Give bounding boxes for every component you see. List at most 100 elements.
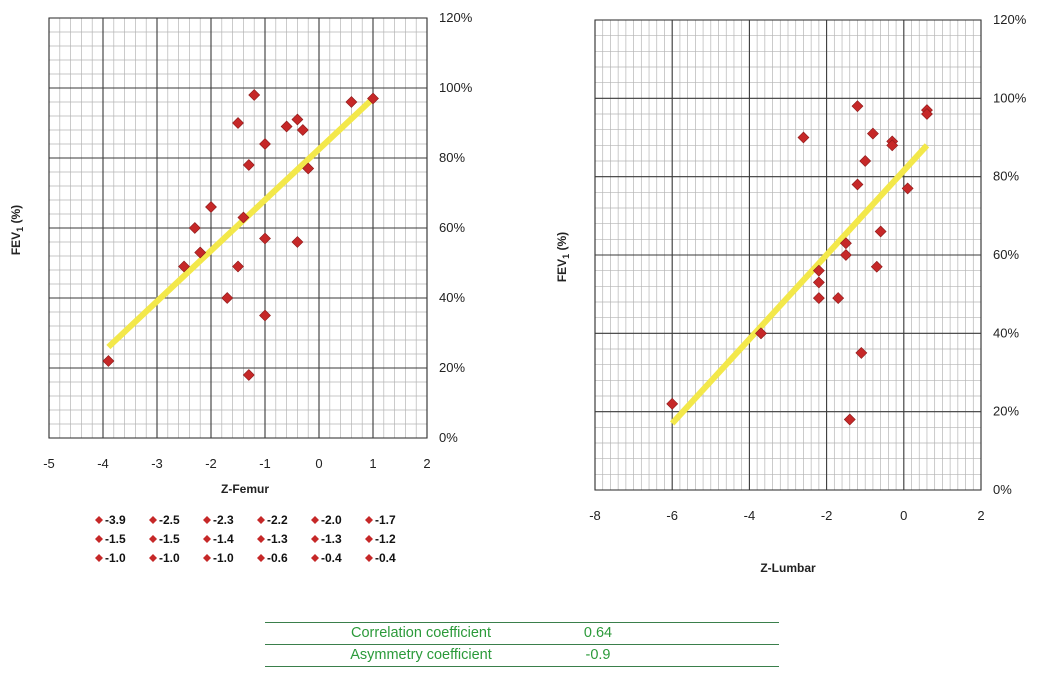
data-point: [855, 346, 868, 359]
statistics-table: Correlation coefficient 0.64 Asymmetry c…: [265, 622, 779, 667]
legend-marker: [149, 516, 157, 524]
y-tick-label: 60%: [439, 220, 465, 235]
legend-label: -2.3: [213, 513, 234, 527]
legend-item: -1.3: [257, 532, 288, 546]
data-points: [666, 100, 933, 426]
legend-marker: [257, 516, 265, 524]
x-tick-label: -1: [259, 456, 271, 471]
x-tick-label: 2: [977, 508, 984, 523]
x-tick-label: -3: [151, 456, 163, 471]
legend-marker: [365, 535, 373, 543]
x-tick-label: 0: [315, 456, 322, 471]
legend-item: -3.9: [95, 513, 126, 527]
data-point: [188, 222, 201, 234]
data-point: [812, 292, 825, 305]
legend-label: -1.0: [105, 551, 126, 565]
data-point: [886, 139, 899, 152]
legend-label: -1.0: [159, 551, 180, 565]
legend-label: -2.5: [159, 513, 180, 527]
legend-marker: [311, 535, 319, 543]
data-point: [812, 264, 825, 277]
legend-label: -0.6: [267, 551, 288, 565]
legend-item: -1.2: [365, 532, 396, 546]
data-point: [866, 127, 879, 140]
plot-area-border: [594, 19, 982, 491]
femur-chart-legend: -3.9 -2.5 -2.3 -2.2 -2.0 -1.7 -1.5 -1.5 -1.4 -1.3…: [95, 513, 396, 565]
legend-label: -1.7: [375, 513, 396, 527]
legend-marker: [149, 554, 157, 562]
legend-marker: [149, 535, 157, 543]
y-tick-label: 0%: [993, 482, 1012, 497]
legend-marker: [311, 554, 319, 562]
x-tick-label: 2: [423, 456, 430, 471]
legend-marker: [203, 554, 211, 562]
legend-label: -0.4: [375, 551, 396, 565]
legend-marker: [257, 554, 265, 562]
y-tick-label: 120%: [439, 10, 473, 25]
legend-marker: [365, 516, 373, 524]
stats-value: 0.64: [577, 622, 779, 645]
legend-marker: [311, 516, 319, 524]
data-point: [291, 236, 304, 248]
y-tick-label: 20%: [993, 404, 1019, 419]
data-point: [851, 178, 864, 191]
data-point: [797, 131, 810, 144]
data-point: [296, 124, 309, 136]
plot-area-border: [48, 17, 428, 439]
data-point: [237, 211, 250, 224]
lumbar-scatter-chart: -8 -6 -4 -2 0 20%20%40%60%80%100%120%Z-Lumbar…: [555, 12, 1027, 575]
legend-label: -2.0: [321, 513, 342, 527]
data-point: [248, 89, 261, 101]
data-point: [205, 201, 217, 213]
y-tick-label: 40%: [439, 290, 465, 305]
legend-item: -1.5: [149, 532, 180, 546]
data-point: [232, 260, 244, 273]
x-tick-label: -4: [744, 508, 756, 523]
trend-line: [669, 143, 930, 426]
y-axis-title: FEV1 (%): [9, 205, 25, 255]
x-tick-label: -4: [97, 456, 109, 471]
data-point: [102, 355, 115, 367]
x-tick-label: 1: [369, 456, 376, 471]
data-point: [921, 108, 933, 120]
legend-marker: [257, 535, 265, 543]
stats-label: Asymmetry coefficient: [265, 644, 577, 667]
x-tick-label: -8: [589, 508, 601, 523]
y-tick-label: 100%: [439, 80, 473, 95]
data-point: [178, 260, 190, 273]
legend-item: -1.0: [203, 551, 234, 565]
data-point: [302, 162, 315, 175]
y-tick-label: 40%: [993, 325, 1019, 340]
trend-line: [106, 96, 376, 350]
femur-scatter-chart: -5 -4 -3 -2 -1 0 1 20%20%40%60%80%100%120%Z-Fem…: [9, 10, 473, 496]
y-tick-label: 80%: [993, 169, 1019, 184]
data-point: [843, 413, 856, 426]
legend-item: -2.3: [203, 513, 234, 527]
legend-label: -1.4: [213, 532, 234, 546]
y-tick-label: 120%: [993, 12, 1027, 27]
legend-item: -1.7: [365, 513, 396, 527]
legend-label: -1.3: [321, 532, 342, 546]
x-axis-title: Z-Femur: [221, 482, 269, 496]
x-tick-label: -6: [666, 508, 678, 523]
data-point: [242, 159, 255, 171]
legend-item: -0.4: [365, 551, 396, 565]
y-tick-label: 0%: [439, 430, 458, 445]
legend-item: -2.5: [149, 513, 180, 527]
legend-item: -1.3: [311, 532, 342, 546]
data-point: [832, 292, 845, 305]
data-point: [812, 276, 825, 289]
data-point: [280, 120, 293, 133]
data-point: [232, 117, 244, 129]
stats-row: Correlation coefficient 0.64: [265, 622, 779, 645]
data-point: [345, 96, 358, 108]
data-point: [194, 246, 207, 259]
legend-label: -3.9: [105, 513, 126, 527]
data-point: [291, 113, 304, 126]
legend-item: -0.4: [311, 551, 342, 565]
legend-item: -1.4: [203, 532, 234, 546]
legend-item: -2.2: [257, 513, 288, 527]
x-axis-title: Z-Lumbar: [760, 561, 816, 575]
y-tick-label: 80%: [439, 150, 465, 165]
data-point: [259, 232, 271, 245]
